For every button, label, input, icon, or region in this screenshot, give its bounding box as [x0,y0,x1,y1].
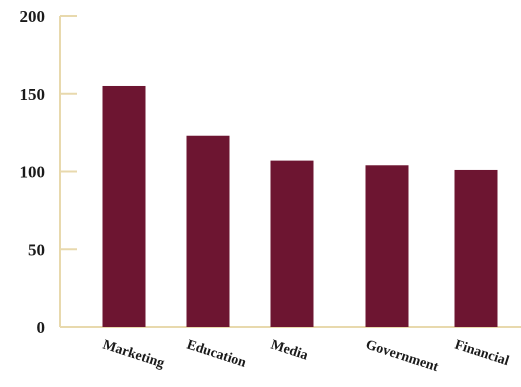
y-axis [59,15,77,328]
bar-media [270,160,314,327]
x-tick-label-media: Media [269,338,310,364]
y-tick-labels: 0 50 100 150 200 [20,7,46,337]
x-tick-label-education: Education [185,338,248,371]
y-tick-label: 150 [20,85,46,104]
bar-financial [454,169,498,327]
x-tick-label-marketing: Marketing [101,338,166,372]
y-tick-label: 50 [28,240,45,259]
bars [102,85,498,327]
bar-marketing [102,85,146,327]
y-tick-label: 100 [20,163,46,182]
bar-government [365,165,409,327]
x-tick-label-government: Government [364,338,441,376]
bar-education [186,135,230,327]
y-tick-label: 0 [37,318,46,337]
y-tick-label: 200 [20,7,46,26]
x-tick-labels: Marketing Education Media Government Financi… [101,338,511,376]
x-tick-label-financial: Financial [453,338,511,370]
